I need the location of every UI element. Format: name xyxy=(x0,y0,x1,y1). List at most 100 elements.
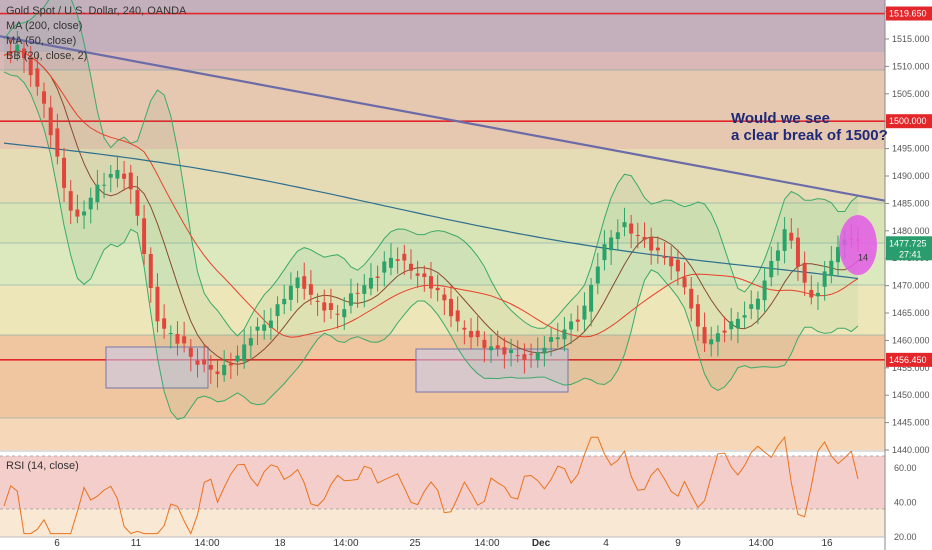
candle-body-26 xyxy=(175,333,180,344)
ytick-label-12: 1470.000 xyxy=(892,281,930,291)
axis-bg xyxy=(885,0,932,550)
candle-body-108 xyxy=(722,330,727,333)
candle-body-20 xyxy=(135,190,140,216)
ma200-label[interactable]: MA (200, close) xyxy=(6,20,83,32)
candle-body-25 xyxy=(168,333,173,335)
candle-body-111 xyxy=(742,315,747,318)
candle-body-47 xyxy=(315,300,320,302)
band-4 xyxy=(0,203,885,243)
descending-trendline xyxy=(0,35,886,202)
candle-body-124 xyxy=(829,260,834,276)
tag-current: 1477.725 xyxy=(886,236,932,261)
box-1 xyxy=(415,348,569,393)
price-axis[interactable]: 1530.0001525.0001520.0001515.0001510.000… xyxy=(884,0,932,550)
candle-body-19 xyxy=(128,172,133,190)
xtick-label-6: 14:00 xyxy=(474,538,499,549)
bollinger-bands xyxy=(3,0,859,420)
candle-body-33 xyxy=(222,364,227,376)
xtick-label-5: 25 xyxy=(409,538,421,549)
candle-body-121 xyxy=(809,289,814,298)
rsi-tick-2: 20.00 xyxy=(894,532,917,542)
candle-body-58 xyxy=(388,257,393,268)
tag-current-label: 1477.725 xyxy=(889,238,927,248)
candle-body-123 xyxy=(822,271,827,287)
candle-body-2 xyxy=(15,44,20,52)
band-8 xyxy=(0,418,885,450)
candle-body-3 xyxy=(22,48,27,59)
candle-body-6 xyxy=(42,91,47,104)
candle-body-72 xyxy=(482,339,487,348)
candle-body-83 xyxy=(555,337,560,340)
candle-body-116 xyxy=(775,250,780,261)
candle-body-36 xyxy=(242,344,247,362)
candle-body-109 xyxy=(729,321,734,330)
candle-body-93 xyxy=(622,222,627,228)
candle-body-49 xyxy=(328,303,333,310)
candle-body-4 xyxy=(28,58,33,76)
candle-body-22 xyxy=(148,254,153,288)
candle-body-24 xyxy=(162,318,167,329)
candle-body-11 xyxy=(75,209,80,217)
candle-body-120 xyxy=(802,262,807,283)
candle-body-77 xyxy=(515,355,520,357)
candle-body-5 xyxy=(35,68,40,87)
rsi-tick-1: 40.00 xyxy=(894,498,917,508)
candle-body-29 xyxy=(195,360,200,365)
candle-body-80 xyxy=(535,352,540,361)
candle-body-35 xyxy=(235,355,240,362)
candle-body-42 xyxy=(282,298,287,305)
candle-body-95 xyxy=(635,234,640,236)
candle-body-118 xyxy=(789,232,794,241)
ma50-label[interactable]: MA (50, close) xyxy=(6,35,77,47)
ytick-label-8: 1490.000 xyxy=(892,171,930,181)
candle-body-41 xyxy=(275,304,280,317)
candle-body-37 xyxy=(248,338,253,346)
candle-body-94 xyxy=(629,223,634,234)
bb-upper xyxy=(3,0,859,337)
candle-body-101 xyxy=(675,259,680,272)
candle-body-100 xyxy=(669,256,674,267)
candle-body-98 xyxy=(655,247,660,251)
candle-body-113 xyxy=(755,298,760,310)
candle-body-119 xyxy=(795,237,800,267)
ytick-label-7: 1495.000 xyxy=(892,144,930,154)
ytick-label-10: 1480.000 xyxy=(892,226,930,236)
candle-body-66 xyxy=(442,294,447,301)
candle-body-40 xyxy=(268,320,273,328)
xtick-label-7: Dec xyxy=(532,538,551,549)
band-0 xyxy=(0,0,885,52)
candle-body-50 xyxy=(335,313,340,315)
candle-body-59 xyxy=(395,259,400,261)
symbol-title[interactable]: Gold Spot / U.S. Dollar, 240, OANDA xyxy=(6,5,187,17)
candle-body-53 xyxy=(355,292,360,294)
candle-body-34 xyxy=(228,363,233,366)
ytick-label-4: 1510.000 xyxy=(892,61,930,71)
candle-body-1 xyxy=(8,51,13,53)
candle-body-67 xyxy=(449,298,454,317)
rsi-label[interactable]: RSI (14, close) xyxy=(6,460,79,472)
candle-body-15 xyxy=(102,184,107,186)
xtick-label-4: 14:00 xyxy=(333,538,358,549)
ytick-label-17: 1445.000 xyxy=(892,418,930,428)
xtick-label-0: 6 xyxy=(54,538,60,549)
candle-body-14 xyxy=(95,184,100,203)
candle-body-71 xyxy=(475,330,480,338)
xtick-label-2: 14:00 xyxy=(194,538,219,549)
candle-body-44 xyxy=(295,277,300,289)
candle-body-7 xyxy=(48,107,53,136)
bb-label[interactable]: BB (20, close, 2) xyxy=(6,50,88,62)
xtick-label-8: 4 xyxy=(603,538,609,549)
candle-body-45 xyxy=(302,276,307,289)
trendline[interactable] xyxy=(0,35,886,202)
candle-body-65 xyxy=(435,287,440,291)
candle-body-27 xyxy=(182,336,187,344)
ytick-label-14: 1460.000 xyxy=(892,335,930,345)
candle-body-48 xyxy=(322,302,327,311)
candle-body-8 xyxy=(55,128,60,157)
candle-body-90 xyxy=(602,244,607,261)
candle-body-88 xyxy=(589,284,594,312)
xtick-label-3: 18 xyxy=(274,538,286,549)
time-axis[interactable]: 6 11 14:00 18 14:00 25 14:00 Dec 4 9 14:00 16 xyxy=(0,536,885,549)
ytick-label-13: 1465.000 xyxy=(892,308,930,318)
